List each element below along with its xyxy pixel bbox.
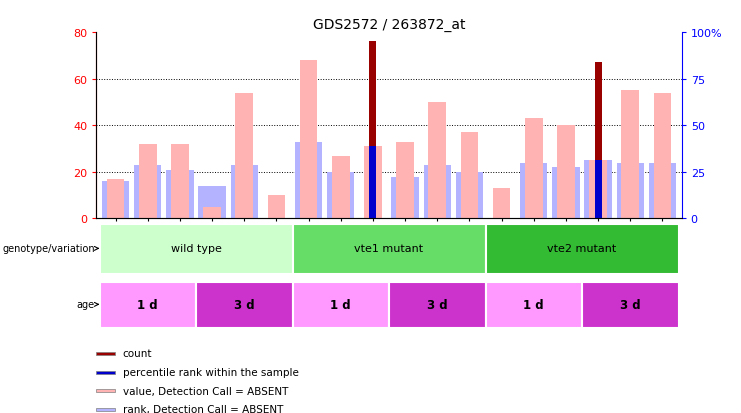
Bar [96,352,115,355]
Text: genotype/variation: genotype/variation [2,244,99,254]
Bar [582,282,679,328]
Bar [327,173,354,219]
Bar [236,93,253,219]
Bar [594,63,602,219]
Bar [199,186,226,219]
Text: 3 d: 3 d [620,298,640,311]
Title: GDS2572 / 263872_at: GDS2572 / 263872_at [313,18,465,32]
Bar [196,282,293,328]
Bar [96,389,115,392]
Bar [332,156,350,219]
Text: 3 d: 3 d [427,298,448,311]
Text: vte2 mutant: vte2 mutant [548,244,617,254]
Bar [134,166,162,219]
Bar [370,147,376,219]
Bar [293,225,485,274]
Bar [268,196,285,219]
Bar [456,173,483,219]
Bar [293,282,389,328]
Bar [99,282,196,328]
Bar [520,163,548,219]
Text: 3 d: 3 d [234,298,255,311]
Bar [107,179,124,219]
Bar [389,282,485,328]
Bar [139,145,156,219]
Bar [396,142,414,219]
Bar [96,408,115,411]
Text: 1 d: 1 d [138,298,158,311]
Text: age: age [76,300,99,310]
Text: value, Detection Call = ABSENT: value, Detection Call = ABSENT [123,386,288,396]
Bar [300,61,317,219]
Bar [370,43,376,219]
Bar [171,145,189,219]
Bar [428,103,446,219]
Bar [102,182,129,219]
Text: 1 d: 1 d [330,298,351,311]
Bar [485,225,679,274]
Bar [424,166,451,219]
Bar [461,133,478,219]
Bar [493,189,511,219]
Bar [552,168,579,219]
Bar [391,177,419,219]
Bar [203,207,221,219]
Bar [96,370,115,374]
Bar [295,142,322,219]
Text: count: count [123,349,152,358]
Bar [654,93,671,219]
Text: 1 d: 1 d [523,298,544,311]
Bar [485,282,582,328]
Bar [230,166,258,219]
Bar [649,163,676,219]
Bar [585,161,612,219]
Bar [99,225,293,274]
Bar [525,119,542,219]
Text: percentile rank within the sample: percentile rank within the sample [123,367,299,377]
Bar [594,161,602,219]
Bar [617,163,644,219]
Bar [557,126,575,219]
Text: wild type: wild type [170,244,222,254]
Bar [589,161,607,219]
Bar [364,147,382,219]
Bar [622,91,639,219]
Text: vte1 mutant: vte1 mutant [354,244,424,254]
Text: rank, Detection Call = ABSENT: rank, Detection Call = ABSENT [123,404,283,413]
Bar [166,170,193,219]
